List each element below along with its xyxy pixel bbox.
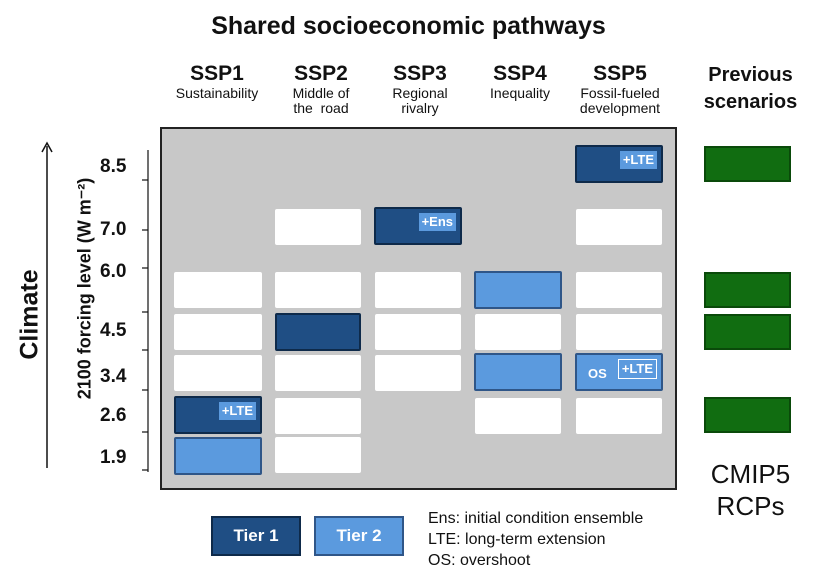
ssp3-subtitle-line1: Regional xyxy=(392,85,448,101)
cell-ssp1-6-0 xyxy=(174,272,262,308)
tag-lte: +LTE xyxy=(619,151,657,169)
diagram-title: Shared socioeconomic pathways xyxy=(211,12,606,40)
level-7-0: 7.0 xyxy=(100,219,127,240)
level-1-9: 1.9 xyxy=(100,447,127,468)
note-os: OS: overshoot xyxy=(428,552,531,569)
cell-ssp5-3-4: OS +LTE xyxy=(575,353,663,391)
ssp4-subtitle: Inequality xyxy=(490,85,550,101)
ssp2-header: SSP2 Middle of the road xyxy=(271,62,371,116)
y-axis-label: 2100 forcing level (W m⁻²) xyxy=(74,177,95,400)
ssp5-subtitle-line1: Fossil-fueled xyxy=(580,85,660,101)
previous-rcp-6-0 xyxy=(704,272,791,308)
abbreviation-notes: Ens: initial condition ensemble LTE: lon… xyxy=(428,508,643,571)
previous-rcp-8-5 xyxy=(704,146,791,182)
cell-ssp1-3-4 xyxy=(174,355,262,391)
cell-ssp4-2-6 xyxy=(475,398,561,434)
cell-ssp2-4-5 xyxy=(275,313,361,351)
cmip-line1: CMIP5 xyxy=(710,459,791,489)
note-lte: LTE: long-term extension xyxy=(428,531,606,548)
ssp3-subtitle-line2: rivalry xyxy=(401,100,439,116)
previous-scenarios-header: Previous scenarios xyxy=(688,62,813,116)
cell-ssp5-6-0 xyxy=(576,272,662,308)
ssp1-name: SSP1 xyxy=(190,62,244,85)
cmip5-rcps-label: CMIP5 RCPs xyxy=(688,458,813,522)
tag-lte: +LTE xyxy=(218,402,256,420)
cell-ssp3-4-5 xyxy=(375,314,461,350)
note-ens: Ens: initial condition ensemble xyxy=(428,510,644,527)
cell-ssp4-3-4 xyxy=(474,353,562,391)
ssp2-subtitle-line2: the road xyxy=(293,100,349,116)
previous-label-line2: scenarios xyxy=(703,91,798,113)
cell-ssp2-2-6 xyxy=(275,398,361,434)
previous-label-line1: Previous xyxy=(708,64,793,86)
level-8-5: 8.5 xyxy=(100,156,127,177)
ssp3-header: SSP3 Regional rivalry xyxy=(370,62,470,116)
cell-ssp3-6-0 xyxy=(375,272,461,308)
ssp4-header: SSP4 Inequality xyxy=(470,62,570,101)
ssp1-header: SSP1 Sustainability xyxy=(158,62,276,101)
climate-label: Climate xyxy=(15,269,44,360)
cell-ssp1-4-5 xyxy=(174,314,262,350)
ssp5-header: SSP5 Fossil-fueled development xyxy=(562,62,678,116)
cell-ssp2-3-4 xyxy=(275,355,361,391)
ssp4-name: SSP4 xyxy=(493,62,547,85)
ssp3-name: SSP3 xyxy=(393,62,447,85)
cell-ssp4-4-5 xyxy=(475,314,561,350)
climate-arrow-icon xyxy=(41,141,53,468)
tag-lte: +LTE xyxy=(617,359,657,379)
cell-ssp2-1-9 xyxy=(275,437,361,473)
cell-ssp1-1-9 xyxy=(174,437,262,475)
cmip-line2: RCPs xyxy=(716,491,785,521)
cell-ssp5-2-6 xyxy=(576,398,662,434)
cell-ssp1-2-6: +LTE xyxy=(174,396,262,434)
legend-tier2: Tier 2 xyxy=(314,516,404,556)
ssp5-name: SSP5 xyxy=(593,62,647,85)
ssp1-subtitle: Sustainability xyxy=(175,85,259,101)
ssp5-subtitle-line2: development xyxy=(579,100,661,116)
cell-ssp5-4-5 xyxy=(576,314,662,350)
cell-ssp3-7-0: +Ens xyxy=(374,207,462,245)
ssp2-subtitle-line1: Middle of xyxy=(292,85,350,101)
tag-ens: +Ens xyxy=(418,213,456,231)
previous-rcp-4-5 xyxy=(704,314,791,350)
cell-ssp3-3-4 xyxy=(375,355,461,391)
cell-ssp4-6-0 xyxy=(474,271,562,309)
cell-ssp5-8-5: +LTE xyxy=(575,145,663,183)
previous-rcp-2-6 xyxy=(704,397,791,433)
cell-ssp2-6-0 xyxy=(275,272,361,308)
level-4-5: 4.5 xyxy=(100,320,127,341)
y-axis-ticks xyxy=(142,150,149,472)
ssp2-name: SSP2 xyxy=(294,62,348,85)
cell-ssp5-7-0 xyxy=(576,209,662,245)
level-2-6: 2.6 xyxy=(100,405,127,426)
level-6-0: 6.0 xyxy=(100,261,127,282)
level-3-4: 3.4 xyxy=(100,366,127,387)
legend-tier1: Tier 1 xyxy=(211,516,301,556)
tag-os: OS xyxy=(585,365,610,383)
cell-ssp2-7-0 xyxy=(275,209,361,245)
